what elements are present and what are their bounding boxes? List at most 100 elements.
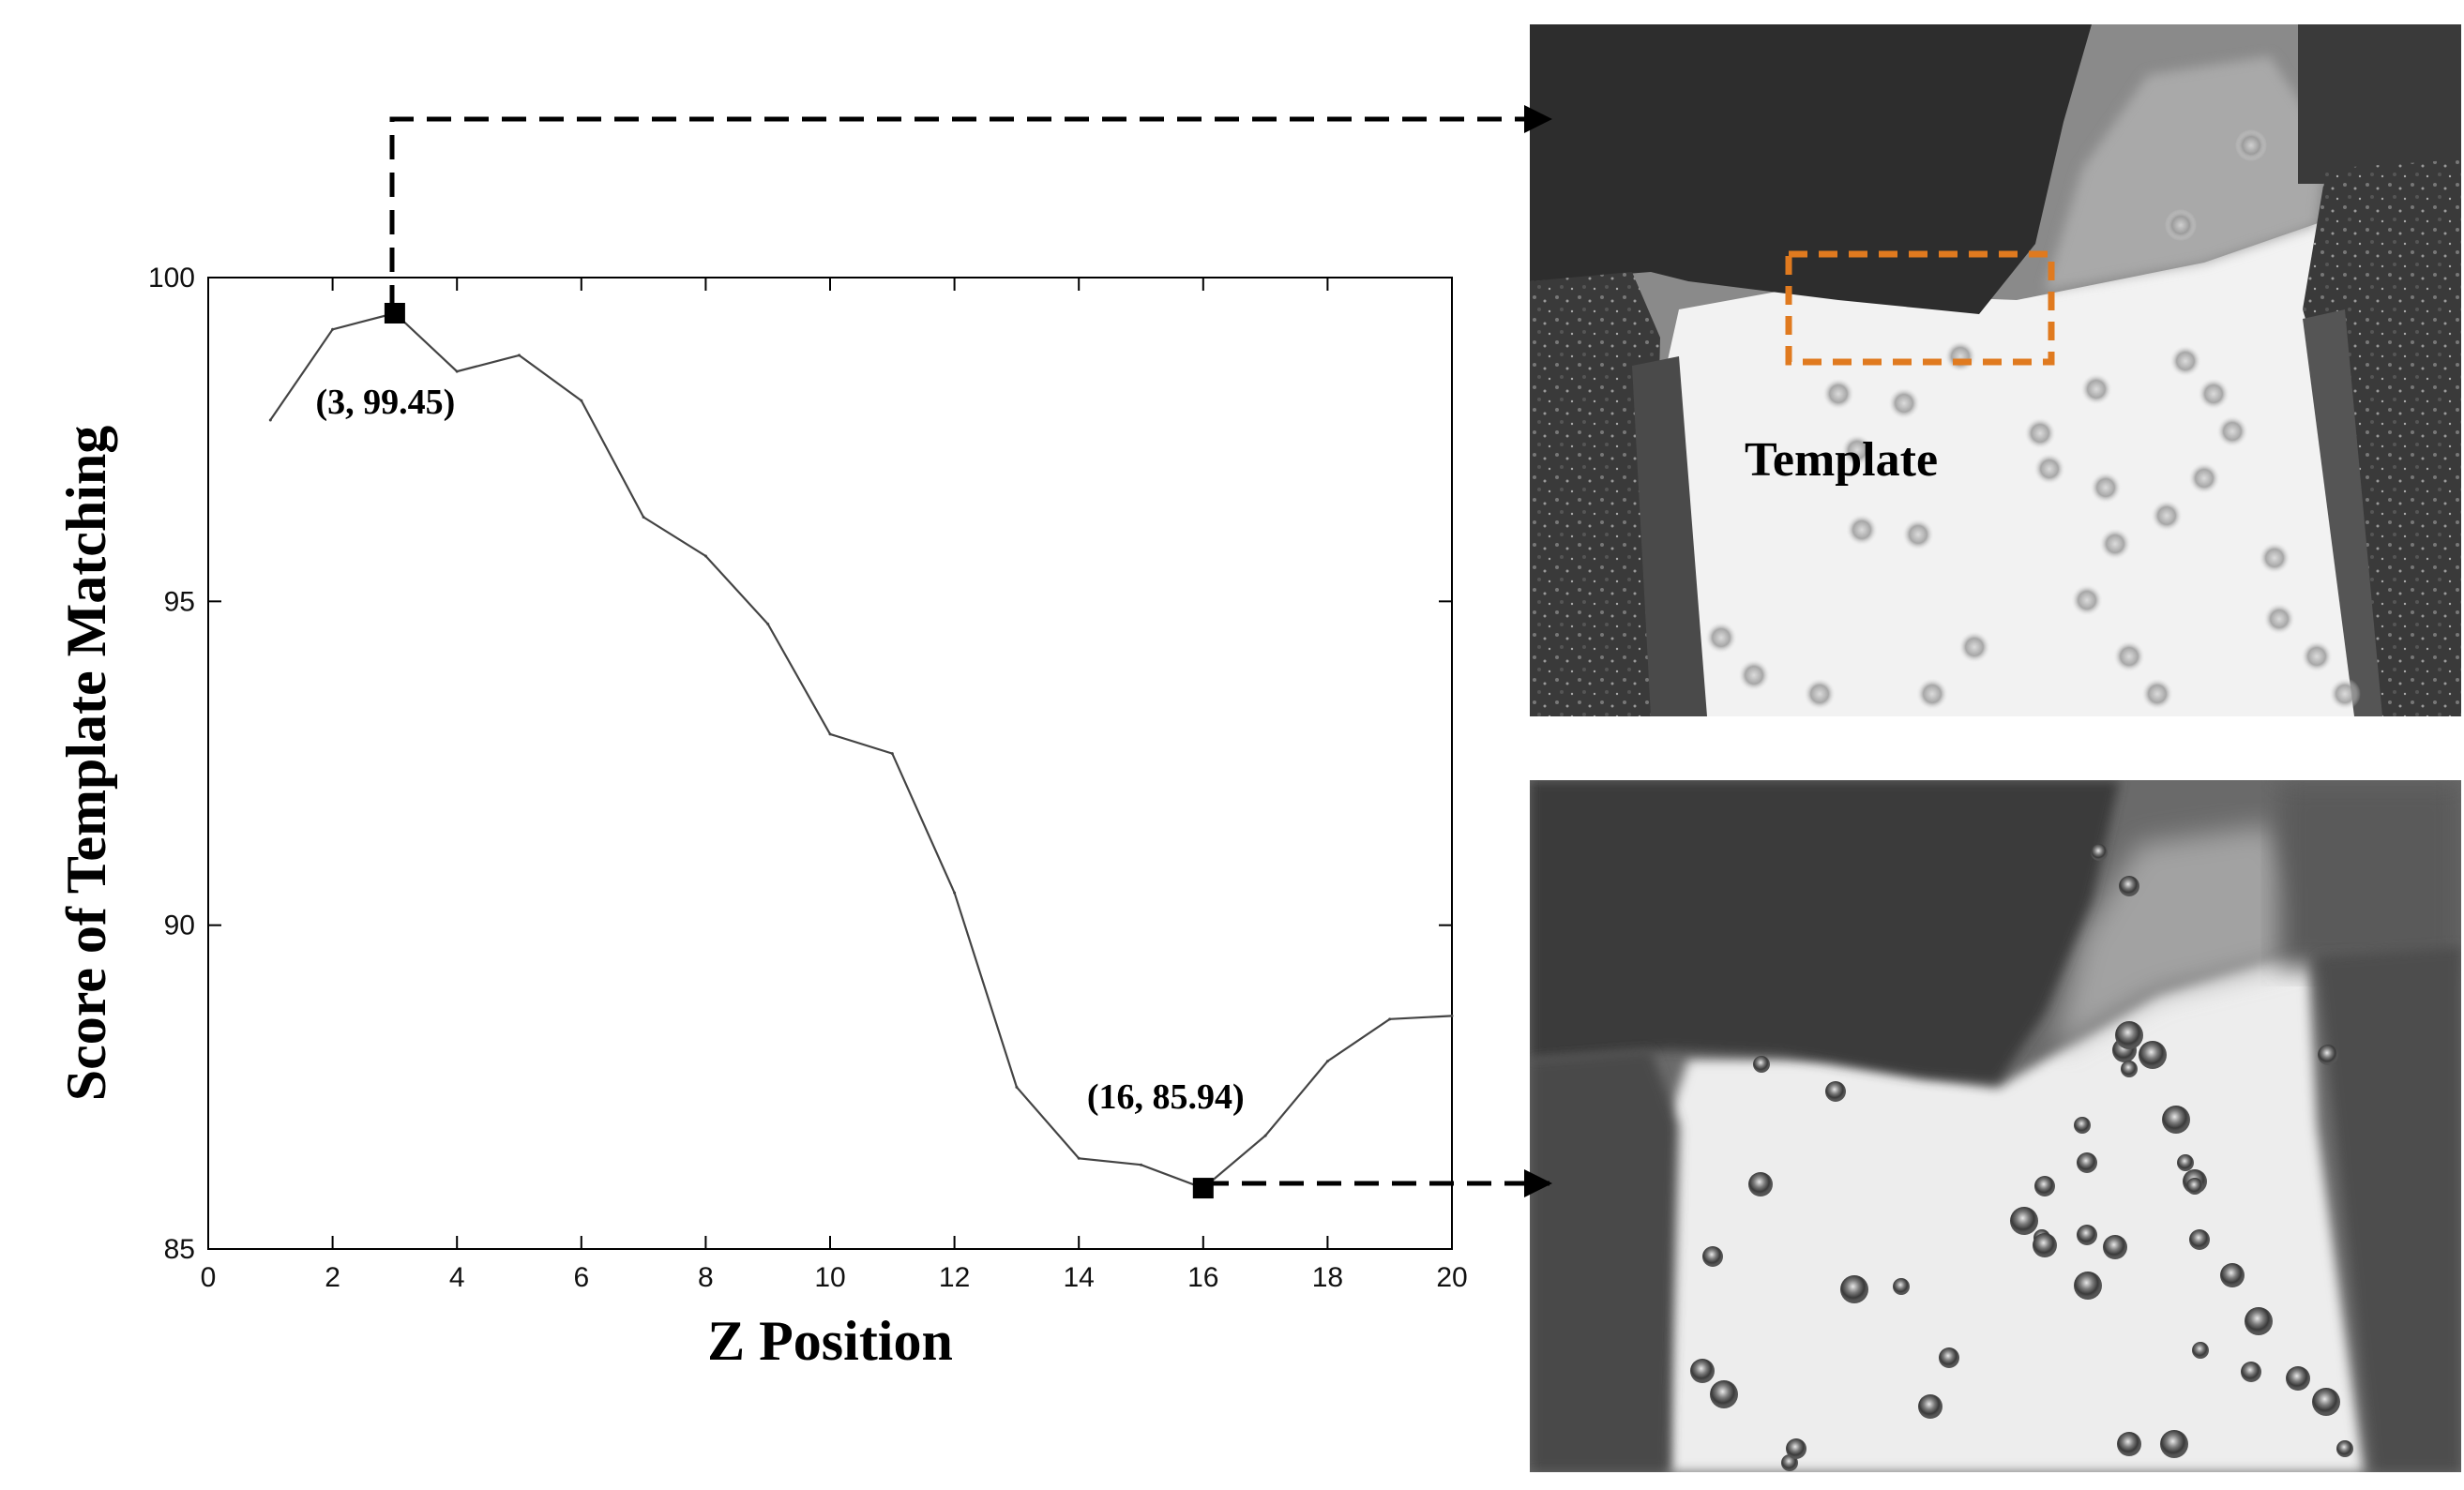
x-axis-ticks: 0 2 4 6 8 10 12 14 16 18 20 [201, 278, 1468, 1293]
bubble [2318, 1045, 2338, 1065]
bubble [2245, 1307, 2273, 1335]
x-axis-label: Z Position [707, 1310, 953, 1372]
bubble [2141, 678, 2173, 710]
bubble [1748, 1172, 1773, 1197]
bubble [2241, 1362, 2261, 1382]
data-point [1015, 1085, 1019, 1089]
template-label: Template [1745, 433, 1938, 487]
bubble [2286, 1366, 2310, 1391]
bubble [2198, 378, 2230, 410]
highlight-marker [384, 302, 405, 324]
y-axis-label: Score of Template Matching [55, 426, 117, 1102]
bubble [2074, 1272, 2102, 1300]
bubble [2188, 462, 2220, 494]
x-tick-label: 12 [939, 1262, 970, 1293]
data-point [890, 752, 894, 756]
bubble [2071, 584, 2103, 616]
bubble [1786, 1438, 1806, 1459]
y-tick-label: 85 [164, 1234, 195, 1265]
bubble [1825, 1081, 1846, 1102]
bubble [2329, 678, 2361, 710]
bubble [2189, 1229, 2210, 1250]
bubble [2186, 1178, 2203, 1195]
bubble [2301, 640, 2333, 672]
bubble [1939, 1347, 1959, 1368]
data-point [1263, 1134, 1267, 1137]
data-point [703, 554, 707, 558]
bubble [2077, 1225, 2097, 1245]
highlight-marker [1192, 1178, 1214, 1199]
bubble [1841, 434, 1873, 466]
annotation-min: (16, 85.94) [1087, 1077, 1245, 1117]
y-tick-label: 95 [164, 586, 195, 617]
bubble [1840, 1275, 1868, 1303]
bubble [2024, 417, 2056, 449]
bubble [1753, 1056, 1770, 1073]
bubble [2077, 1152, 2097, 1173]
bubble [2113, 640, 2145, 672]
bubble [1944, 340, 1976, 372]
bubble [1705, 622, 1737, 654]
data-point [1388, 1017, 1392, 1021]
x-tick-label: 20 [1436, 1262, 1467, 1293]
bubble [1822, 378, 1854, 410]
plot-area [207, 277, 1453, 1250]
bottom-microscope-image [1530, 780, 2461, 1472]
data-point [953, 891, 957, 895]
bubble [2121, 1061, 2138, 1077]
bubble [2151, 500, 2183, 532]
bubble [2263, 603, 2295, 635]
bubble [2034, 1176, 2055, 1197]
bubble [2259, 542, 2290, 574]
bubble [1710, 1380, 1738, 1408]
data-point [766, 623, 770, 626]
data-point [580, 399, 583, 402]
data-point [518, 354, 521, 357]
data-point [331, 327, 335, 331]
bubble [2216, 415, 2248, 447]
bubble [2312, 1388, 2340, 1416]
bubble [1916, 678, 1948, 710]
bubble [1702, 1246, 1723, 1267]
bubble [2090, 472, 2122, 504]
data-point [642, 516, 645, 519]
x-tick-label: 14 [1064, 1262, 1095, 1293]
bubble [2336, 1440, 2353, 1457]
x-tick-label: 0 [201, 1262, 217, 1293]
bubble [2160, 1430, 2188, 1458]
arrow-peak-to-top-image [389, 105, 1552, 309]
bubble [2099, 528, 2131, 560]
bubble [2192, 1342, 2209, 1359]
bubble [2091, 844, 2108, 861]
x-tick-label: 16 [1187, 1262, 1218, 1293]
data-point [1450, 1014, 1454, 1017]
bubble [1690, 1359, 1715, 1383]
bubble [1846, 514, 1878, 546]
bubble [2139, 1041, 2167, 1069]
connector-arrows [389, 105, 1552, 1197]
bubble [1958, 631, 1990, 663]
x-tick-label: 4 [449, 1262, 465, 1293]
bubble [1902, 519, 1934, 550]
bubble [1893, 1278, 1910, 1295]
x-tick-label: 6 [573, 1262, 589, 1293]
series-line [269, 311, 1453, 1190]
bubble [1804, 678, 1836, 710]
bubble [2115, 1021, 2143, 1049]
bubble [2162, 1106, 2190, 1134]
bubble [2103, 1235, 2127, 1259]
x-tick-label: 18 [1312, 1262, 1343, 1293]
bubble [2119, 876, 2139, 896]
x-tick-label: 2 [325, 1262, 340, 1293]
template-box [1785, 250, 2055, 366]
data-point [1140, 1163, 1142, 1166]
bubble [2165, 209, 2197, 241]
bubble [2220, 1263, 2245, 1287]
bubble [1738, 659, 1770, 691]
bubble [2169, 345, 2201, 377]
x-tick-label: 10 [814, 1262, 845, 1293]
bubble [2235, 129, 2267, 161]
data-point [1077, 1156, 1081, 1160]
bubble [2074, 1117, 2091, 1134]
